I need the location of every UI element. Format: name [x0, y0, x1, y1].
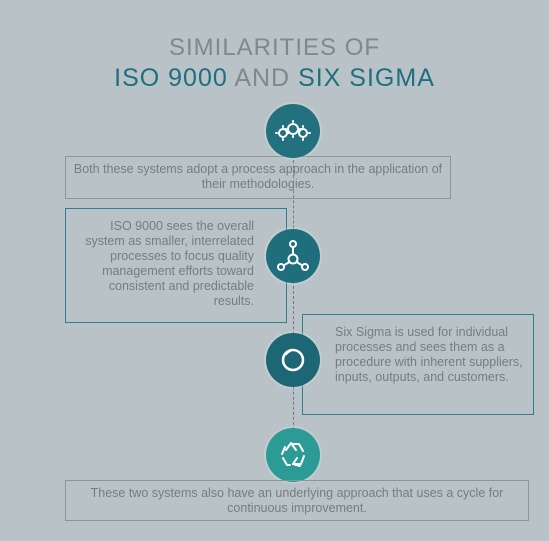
- title-six-sigma: SIX SIGMA: [298, 64, 435, 92]
- title-and: AND: [227, 64, 299, 92]
- circle-icon: [266, 333, 320, 387]
- step-1-text: Both these systems adopt a process appro…: [73, 162, 443, 191]
- step-2-box: ISO 9000 sees the overall system as smal…: [65, 208, 287, 323]
- recycle-icon: [266, 428, 320, 482]
- step-3-box: Six Sigma is used for individual process…: [302, 314, 534, 415]
- network-icon: [266, 229, 320, 283]
- step-4-box: These two systems also have an underlyin…: [65, 480, 529, 521]
- title-iso-9000: ISO 9000: [114, 64, 228, 92]
- timeline-spine: [293, 150, 294, 440]
- title-line-1: SIMILARITIES OF: [168, 34, 381, 61]
- step-3-text: Six Sigma is used for individual process…: [335, 325, 523, 384]
- gears-icon: [266, 104, 320, 158]
- step-2-text: ISO 9000 sees the overall system as smal…: [85, 219, 254, 308]
- title-line-2: ISO 9000 AND SIX SIGMA: [0, 64, 549, 93]
- step-4-text: These two systems also have an underlyin…: [90, 486, 504, 515]
- step-1-box: Both these systems adopt a process appro…: [65, 156, 451, 199]
